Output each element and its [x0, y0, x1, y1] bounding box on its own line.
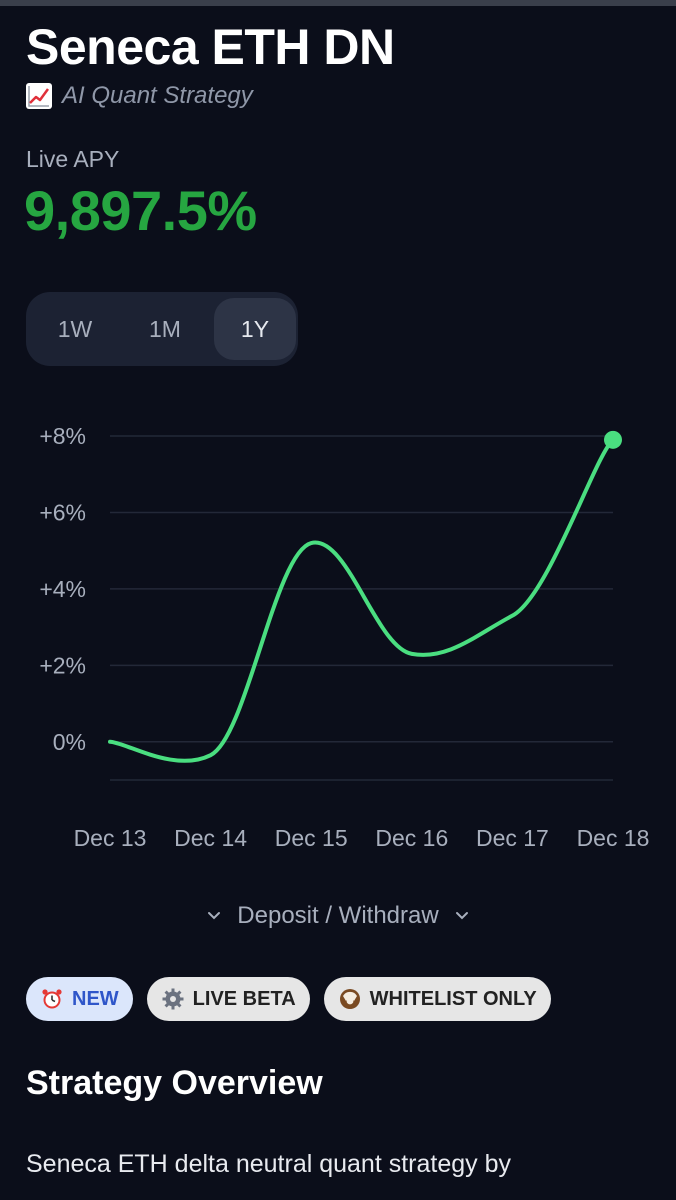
deposit-withdraw-label: Deposit / Withdraw	[237, 902, 439, 929]
badge-label: NEW	[72, 987, 119, 1010]
apy-line-chart: +8% +6% +4% +2% 0% Dec 13 Dec 14 Dec 15 Dec 16 De…	[39, 423, 650, 851]
apy-series-line	[108, 437, 615, 763]
badge-row: NEW LIVE BETA	[26, 977, 551, 1021]
new-badge: NEW	[26, 977, 133, 1021]
strategy-subtitle: AI Quant Strategy	[26, 82, 253, 110]
gear-icon	[162, 988, 184, 1010]
y-tick-label: 0%	[53, 729, 86, 755]
period-1m-button[interactable]: 1M	[149, 315, 181, 342]
top-bar	[0, 0, 676, 6]
x-tick-label: Dec 13	[74, 825, 147, 851]
period-1y-button[interactable]: 1Y	[214, 298, 296, 360]
y-tick-label: +4%	[39, 576, 86, 602]
chevron-down-icon	[455, 912, 468, 920]
y-tick-label: +2%	[39, 652, 86, 678]
deposit-withdraw-toggle[interactable]: Deposit / Withdraw	[0, 902, 676, 930]
y-tick-label: +6%	[39, 499, 86, 525]
latest-point	[604, 430, 622, 449]
chart-increasing-icon	[26, 83, 52, 109]
chevron-down-icon	[208, 912, 221, 920]
badge-label: WHITELIST ONLY	[369, 987, 537, 1010]
coconut-icon	[339, 989, 360, 1009]
x-tick-label: Dec 15	[275, 825, 348, 851]
alarm-clock-icon	[42, 989, 62, 1009]
subtitle-text: AI Quant Strategy	[62, 82, 253, 109]
x-tick-label: Dec 16	[375, 825, 448, 851]
strategy-overview-title: Strategy Overview	[26, 1064, 323, 1102]
x-tick-label: Dec 14	[174, 825, 247, 851]
page-title: Seneca ETH DN	[26, 19, 395, 75]
badge-label: LIVE BETA	[192, 987, 296, 1010]
y-tick-label: +8%	[39, 423, 86, 449]
x-tick-label: Dec 18	[577, 825, 650, 851]
period-1w-button[interactable]: 1W	[57, 315, 93, 342]
x-tick-label: Dec 17	[476, 825, 549, 851]
period-toggle: 1W 1M 1Y	[26, 292, 298, 366]
strategy-overview-text: Seneca ETH delta neutral quant strategy …	[26, 1150, 512, 1178]
whitelist-only-badge: WHITELIST ONLY	[323, 977, 551, 1021]
apy-value: 9,897.5%	[24, 179, 257, 242]
apy-label: Live APY	[26, 146, 120, 172]
live-beta-badge: LIVE BETA	[146, 977, 310, 1021]
